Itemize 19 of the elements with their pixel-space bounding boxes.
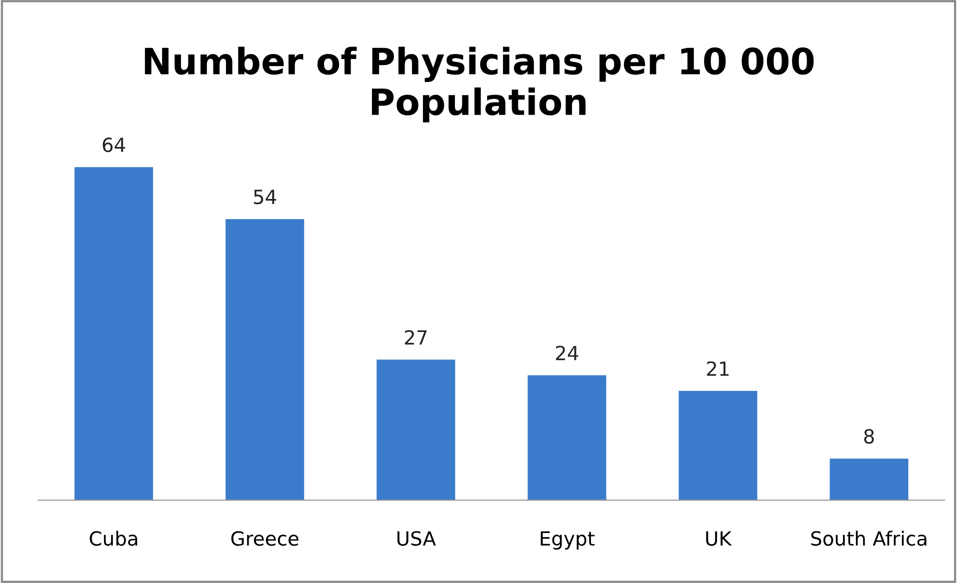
data-label: 27 <box>404 330 427 345</box>
data-label: 24 <box>556 346 578 360</box>
x-tick-label: USA <box>397 531 436 546</box>
data-label: 54 <box>254 190 276 204</box>
x-tick-label: South Africa <box>811 530 926 546</box>
bar <box>528 375 606 500</box>
bar <box>678 390 758 500</box>
x-tick-label: UK <box>706 531 732 546</box>
bar <box>830 458 908 500</box>
data-label: 8 <box>864 428 874 444</box>
chart-title: Number of Physicians per 10 000 Population <box>144 46 814 122</box>
x-tick-label: Greece <box>231 531 298 546</box>
x-tick-label: Cuba <box>90 530 138 546</box>
bar <box>226 219 304 500</box>
bar <box>376 360 456 500</box>
data-label: 64 <box>102 137 126 152</box>
bar <box>74 167 154 500</box>
data-label: 21 <box>707 361 729 376</box>
x-tick-label: Egypt <box>540 531 595 550</box>
